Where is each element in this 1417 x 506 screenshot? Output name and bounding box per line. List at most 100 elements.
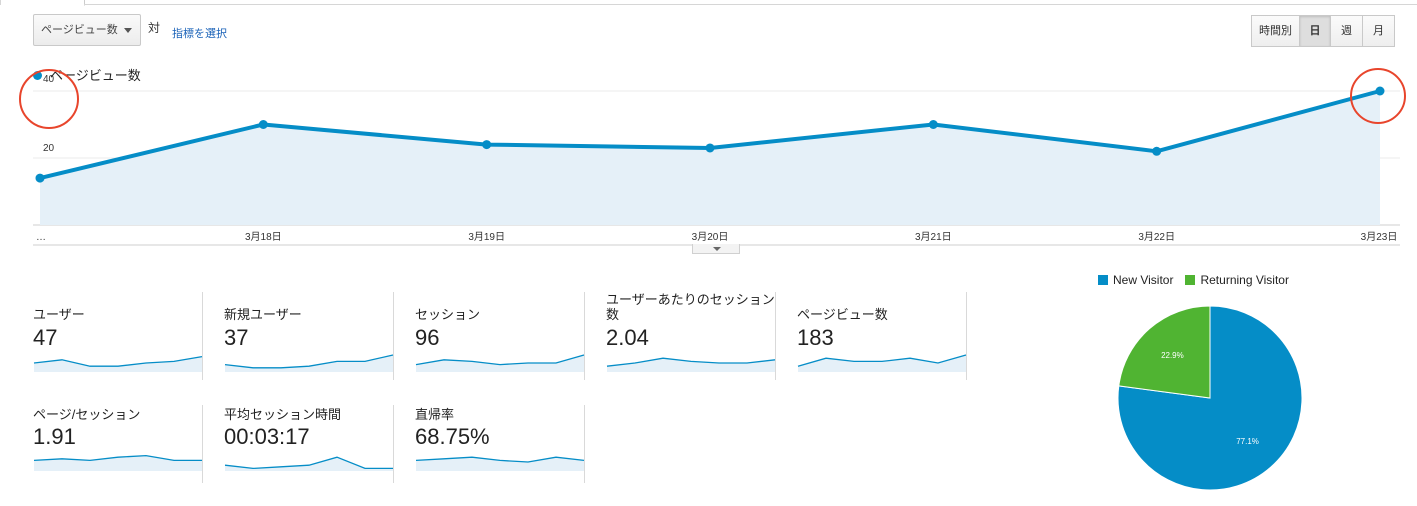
metric-tile[interactable]: ページ/セッション 1.91: [33, 403, 211, 493]
metric-value: 68.75%: [415, 424, 490, 449]
x-tick-label: 3月20日: [692, 231, 729, 243]
square-icon: [1098, 275, 1108, 285]
period-day-button[interactable]: 日: [1299, 15, 1331, 47]
tile-divider: [393, 292, 394, 380]
period-month-button[interactable]: 月: [1362, 15, 1395, 47]
metric-tile[interactable]: 新規ユーザー 37: [224, 292, 402, 382]
highlight-circle: [1350, 68, 1406, 124]
sparkline-line: [606, 357, 776, 367]
x-tick-label: 3月22日: [1138, 231, 1175, 243]
pie-slice: [1118, 305, 1211, 399]
metric-tile[interactable]: ユーザー 47: [33, 292, 211, 382]
sparkline-line: [415, 354, 585, 366]
select-metric-link[interactable]: 指標を選択: [172, 28, 227, 40]
pie-slice-label: 22.9%: [1161, 351, 1184, 360]
metric-tile[interactable]: セッション 96: [415, 292, 593, 382]
x-tick-label: 3月23日: [1361, 231, 1398, 243]
sparkline: [33, 454, 202, 471]
metric-label: 新規ユーザー: [224, 307, 302, 322]
tile-divider: [775, 292, 776, 380]
period-week-button[interactable]: 週: [1330, 15, 1363, 47]
metric-label: ページ/セッション: [33, 407, 141, 422]
sparkline-fill: [798, 355, 966, 372]
period-toggle: 時間別 日 週 月: [1251, 15, 1395, 47]
sparkline: [415, 456, 585, 471]
area-fill: [40, 91, 1380, 225]
data-point: [928, 120, 938, 129]
metric-label: ユーザー: [33, 307, 85, 322]
sparkline-fill: [607, 358, 775, 372]
legend-dot-icon: [33, 71, 42, 80]
pie-chart: 77.1% 22.9%: [1117, 305, 1303, 491]
x-tick-label: 3月19日: [468, 231, 505, 243]
metric-tile[interactable]: ページビュー数 183: [797, 292, 975, 382]
sparkline-line: [224, 456, 393, 470]
metric-value: 183: [797, 325, 834, 350]
data-point: [1375, 86, 1385, 96]
chart-legend: ページビュー数: [33, 65, 141, 84]
data-point: [35, 173, 45, 183]
pie-legend-label: Returning Visitor: [1200, 273, 1289, 287]
sparkline-fill: [225, 355, 393, 372]
data-point: [705, 143, 715, 153]
metric-label: ページビュー数: [797, 307, 888, 322]
metric-value: 47: [33, 325, 58, 350]
x-tick-label: …: [36, 232, 46, 243]
sparkline-fill: [225, 457, 393, 471]
pie-legend-item[interactable]: Returning Visitor: [1185, 273, 1289, 287]
highlight-circle: [19, 69, 79, 129]
metric-value: 2.04: [606, 325, 649, 350]
metric-value: 00:03:17: [224, 424, 310, 449]
metric-label: ユーザーあたりのセッション数: [606, 292, 775, 322]
metric-value: 37: [224, 325, 249, 350]
sparkline-fill: [416, 457, 584, 471]
data-point: [258, 120, 268, 129]
tile-divider: [966, 292, 967, 380]
legend-label: ページビュー数: [50, 68, 141, 83]
chevron-down-icon: [124, 28, 132, 33]
metric-value: 1.91: [33, 424, 76, 449]
metric-label: 平均セッション時間: [224, 407, 342, 422]
y-tick-label: 20: [43, 143, 55, 154]
metric-label: 直帰率: [415, 407, 455, 422]
sparkline-line: [33, 355, 203, 367]
sparkline: [224, 354, 394, 372]
pie-legend-label: New Visitor: [1113, 273, 1174, 287]
sparkline-fill: [34, 356, 202, 372]
tile-divider: [584, 405, 585, 483]
chevron-down-icon: [713, 247, 721, 251]
metric-tile[interactable]: ユーザーあたりのセッション数 2.04: [606, 292, 784, 382]
tile-divider: [393, 405, 394, 483]
pie-legend: New Visitor Returning Visitor: [1098, 273, 1301, 287]
sparkline-line: [224, 354, 394, 369]
sparkline: [606, 357, 776, 372]
tab-bar: [0, 0, 1417, 6]
sparkline-fill: [416, 355, 584, 372]
sparkline: [224, 456, 393, 471]
tile-divider: [202, 292, 203, 380]
metric-select-label: ページビュー数: [41, 24, 118, 36]
sparkline: [797, 354, 967, 372]
metric-tile[interactable]: 直帰率 68.75%: [415, 403, 593, 493]
sparkline-fill: [34, 455, 202, 471]
square-icon: [1185, 275, 1196, 285]
data-point: [1152, 146, 1162, 156]
sparkline-line: [797, 354, 967, 367]
pie-legend-item[interactable]: New Visitor: [1098, 273, 1173, 287]
data-point: [482, 140, 492, 150]
metric-tile[interactable]: 平均セッション時間 00:03:17: [224, 403, 402, 493]
y-tick-label: 40: [43, 74, 55, 85]
sparkline-line: [33, 454, 202, 462]
tile-divider: [202, 405, 203, 483]
x-tick-label: 3月18日: [245, 231, 282, 243]
vs-label: 対: [148, 21, 161, 35]
metric-label: セッション: [415, 307, 481, 322]
tile-divider: [584, 292, 585, 380]
pie-slice-label: 77.1%: [1236, 437, 1259, 446]
collapse-chart-handle[interactable]: [692, 244, 740, 254]
sparkline: [33, 355, 203, 372]
metric-select[interactable]: ページビュー数: [33, 14, 141, 46]
sparkline: [415, 354, 585, 372]
period-hourly-button[interactable]: 時間別: [1251, 15, 1300, 47]
x-tick-label: 3月21日: [915, 231, 952, 243]
